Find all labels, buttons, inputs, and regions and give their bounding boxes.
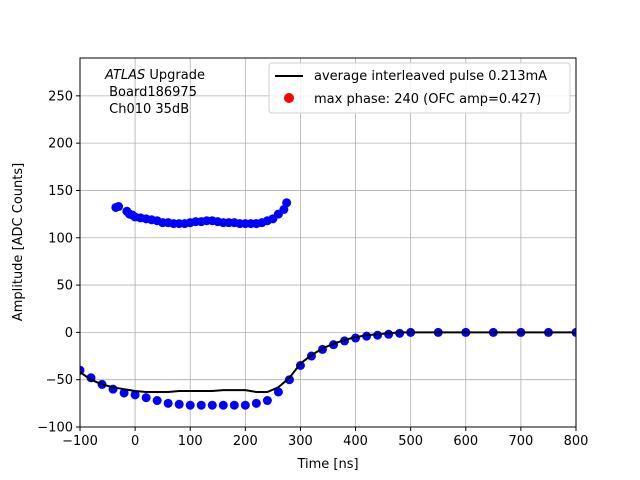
sample-point — [141, 393, 151, 403]
atlas-annotation: ATLAS Upgrade Board186975 Ch010 35dB — [104, 68, 205, 117]
legend-box — [268, 62, 571, 114]
y-tick-label: −50 — [46, 373, 73, 388]
annotation-line-1: ATLAS Upgrade — [104, 68, 205, 83]
x-tick-label: 600 — [453, 434, 478, 449]
x-tick-label: 500 — [398, 434, 423, 449]
samples-upper-band — [111, 198, 292, 229]
y-tick-label: 200 — [48, 137, 73, 152]
y-tick-label: 100 — [48, 231, 73, 246]
x-tick-label: 300 — [288, 434, 313, 449]
sample-point — [251, 398, 261, 408]
legend: average interleaved pulse 0.213mA max ph… — [268, 62, 571, 114]
y-tick-label: 150 — [48, 184, 73, 199]
annotation-upgrade: Upgrade — [145, 68, 205, 83]
y-axis-label: Amplitude [ADC Counts] — [11, 163, 26, 321]
x-tick-label: 0 — [131, 434, 139, 449]
sample-point — [130, 390, 140, 400]
sample-point — [207, 400, 217, 410]
annotation-atlas: ATLAS — [104, 68, 145, 83]
x-axis: −100 0 100 200 300 400 500 600 700 800 — [62, 427, 588, 449]
legend-max-phase-swatch — [284, 93, 294, 103]
plot-frame — [79, 57, 577, 428]
plot-area — [80, 198, 576, 410]
annotation-line-3: Ch010 35dB — [105, 102, 189, 117]
sample-point — [114, 202, 124, 212]
sample-point — [282, 198, 292, 208]
sample-point — [284, 375, 294, 385]
average-pulse-line — [80, 331, 576, 393]
x-tick-label: 400 — [343, 434, 368, 449]
x-tick-label: 800 — [564, 434, 589, 449]
legend-max-phase-label: max phase: 240 (OFC amp=0.427) — [314, 92, 541, 107]
sample-point — [163, 398, 173, 408]
plot-content — [80, 198, 576, 410]
x-axis-label: Time [ns] — [296, 457, 358, 472]
sample-point — [119, 388, 129, 398]
legend-average-label: average interleaved pulse 0.213mA — [314, 69, 547, 84]
y-tick-label: 0 — [65, 326, 73, 341]
sample-point — [240, 400, 250, 410]
sample-point — [273, 387, 283, 397]
sample-point — [229, 400, 239, 410]
x-tick-label: 200 — [233, 434, 258, 449]
sample-point — [185, 400, 195, 410]
sample-point — [152, 396, 162, 406]
y-tick-label: 50 — [56, 279, 73, 294]
x-tick-label: −100 — [62, 434, 98, 449]
sample-point — [262, 396, 272, 406]
sample-point — [196, 400, 206, 410]
y-tick-label: −100 — [37, 421, 73, 436]
y-axis: −100 −50 0 50 100 150 200 250 — [37, 89, 80, 436]
y-tick-label: 250 — [48, 89, 73, 104]
x-tick-label: 100 — [178, 434, 203, 449]
sample-point — [218, 400, 228, 410]
sample-point — [174, 399, 184, 409]
x-tick-label: 700 — [508, 434, 533, 449]
annotation-line-2: Board186975 — [105, 85, 197, 100]
